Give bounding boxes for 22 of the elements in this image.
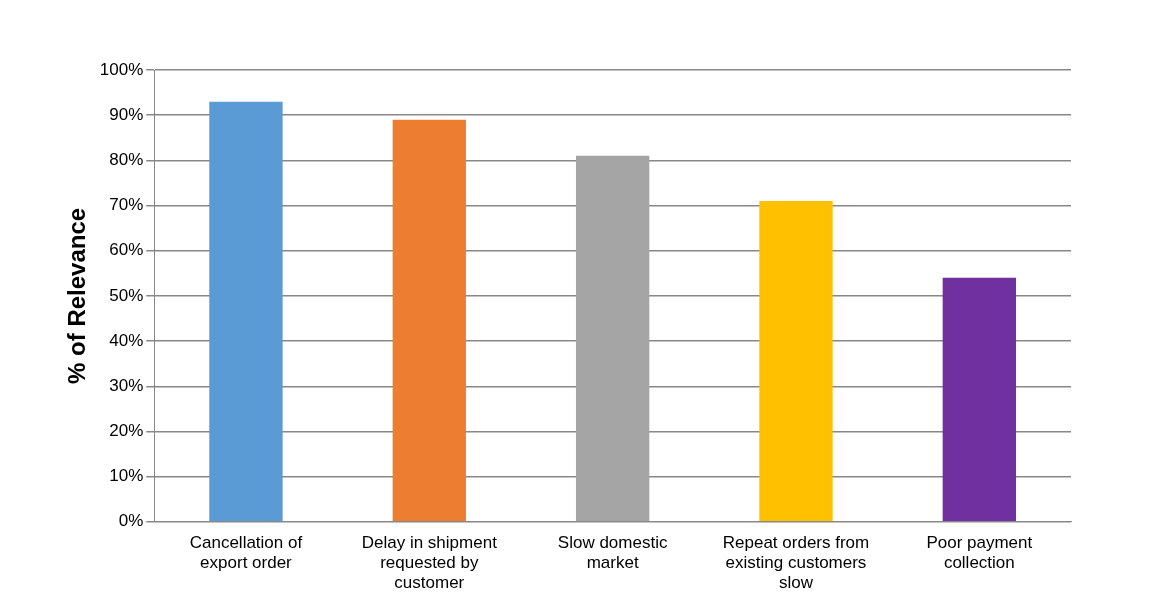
- y-tick-label: 10%: [109, 466, 144, 486]
- y-tick-label: 100%: [99, 59, 144, 79]
- x-tick-label: Delay in shipment requested by customer: [361, 532, 498, 593]
- y-axis-title: % of Relevance: [63, 207, 91, 384]
- x-tick-label: Cancellation of export order: [189, 532, 303, 573]
- y-tick-label: 60%: [109, 240, 144, 260]
- x-tick-label: Slow domestic market: [557, 532, 668, 573]
- bar: [942, 277, 1016, 522]
- y-tick-label: 20%: [109, 421, 144, 441]
- x-tick-label: Poor payment collection: [926, 532, 1033, 573]
- y-tick-label: 50%: [109, 285, 144, 305]
- bar: [575, 155, 650, 522]
- x-tick-label: Repeat orders from existing customers slow: [722, 532, 870, 593]
- y-tick-label: 80%: [109, 150, 144, 170]
- y-tick-label: 0%: [118, 511, 144, 531]
- bar: [209, 101, 283, 522]
- y-tick-label: 70%: [109, 195, 144, 215]
- y-tick-label: 40%: [109, 330, 144, 350]
- bar: [759, 201, 833, 522]
- y-tick-label: 30%: [109, 375, 144, 395]
- bar: [392, 119, 466, 522]
- y-tick-label: 90%: [109, 104, 144, 124]
